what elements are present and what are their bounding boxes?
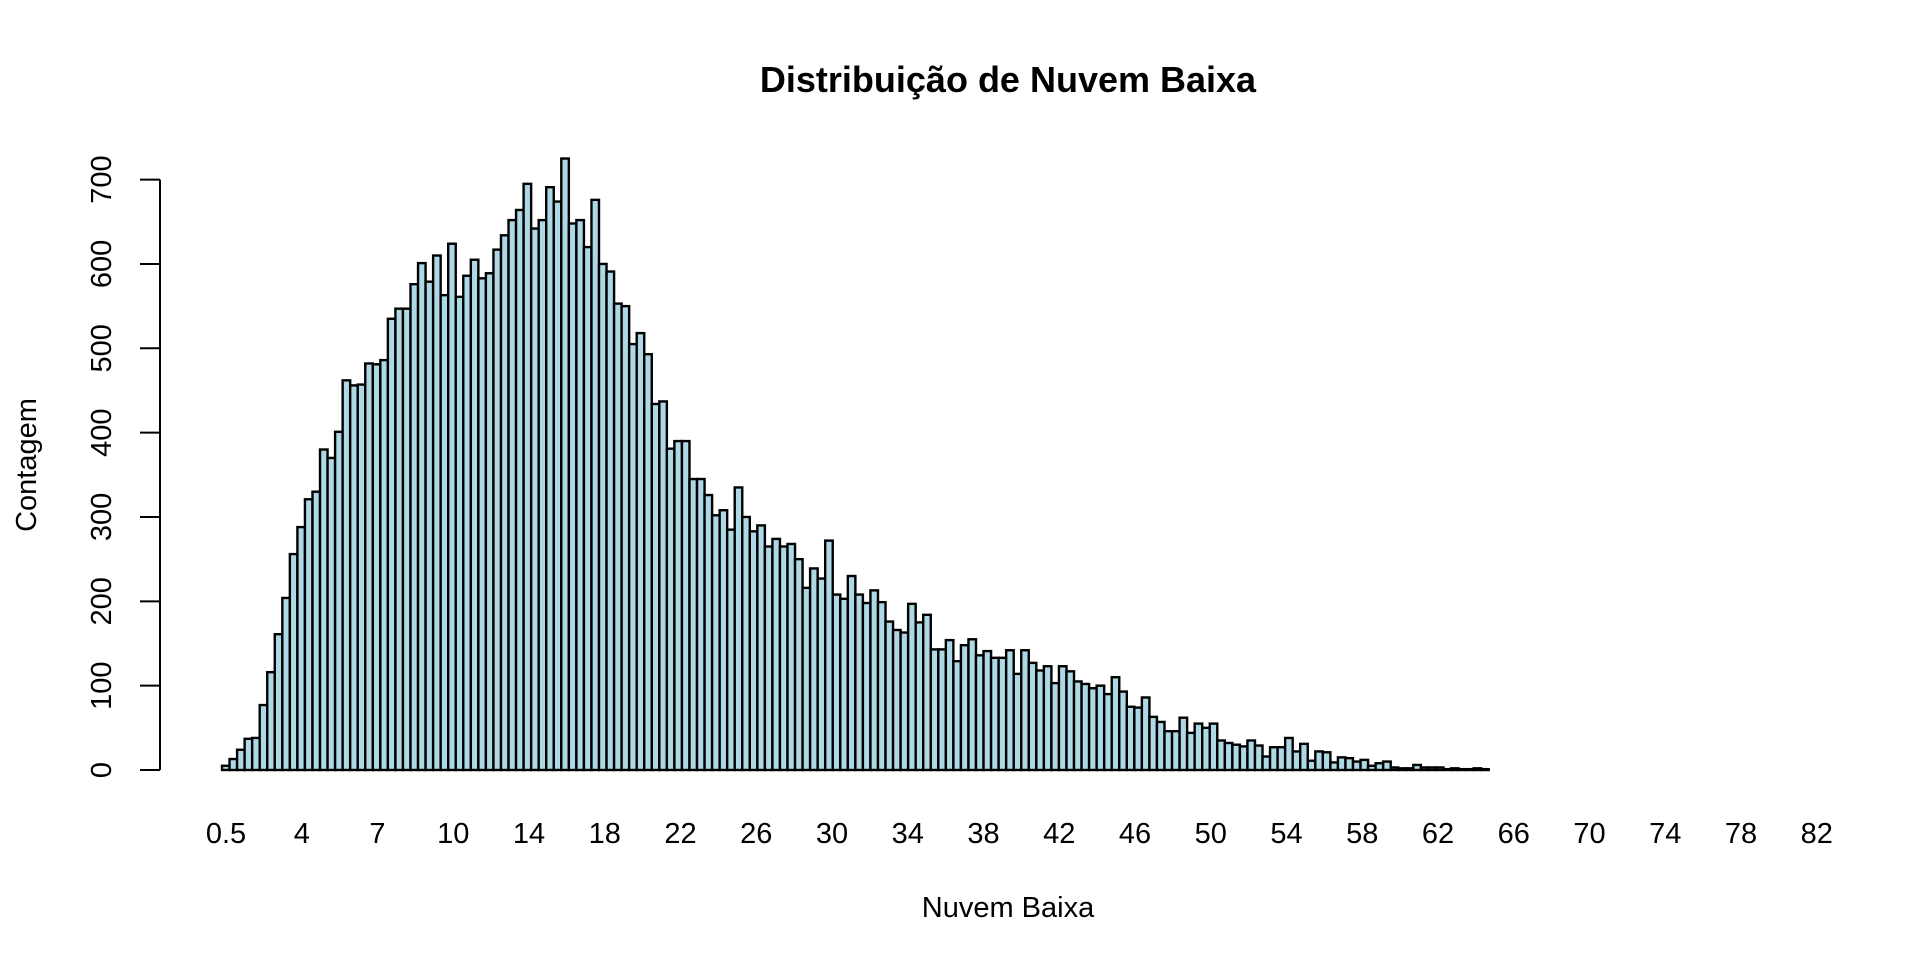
x-tick-label: 74 (1649, 818, 1681, 850)
y-tick-label: 500 (86, 324, 118, 372)
x-tick-label: 50 (1195, 818, 1227, 850)
x-tick-label: 30 (816, 818, 848, 850)
y-tick-label: 200 (86, 577, 118, 625)
x-tick-label: 54 (1270, 818, 1302, 850)
x-tick-label: 78 (1725, 818, 1757, 850)
x-axis-label: Nuvem Baixa (922, 892, 1095, 924)
y-tick-label: 300 (86, 493, 118, 541)
y-tick-label: 600 (86, 240, 118, 288)
x-tick-label: 22 (664, 818, 696, 850)
x-tick-label: 62 (1422, 818, 1454, 850)
x-tick-label: 7 (369, 818, 385, 850)
x-tick-label: 58 (1346, 818, 1378, 850)
y-tick-label: 0 (86, 762, 118, 778)
x-tick-label: 46 (1119, 818, 1151, 850)
x-tick-label: 4 (294, 818, 310, 850)
y-axis-label: Contagem (11, 398, 43, 532)
y-tick-label: 400 (86, 408, 118, 456)
y-tick-label: 100 (86, 661, 118, 709)
x-tick-label: 0.5 (206, 818, 246, 850)
chart-title: Distribuição de Nuvem Baixa (760, 59, 1257, 100)
x-axis-tick-labels: 0.5 4 7 10 14 18 22 26 30 34 38 42 46 50 54 58 62 66 70 74 7… (206, 818, 1833, 850)
x-tick-label: 82 (1801, 818, 1833, 850)
x-tick-label: 14 (513, 818, 545, 850)
x-tick-label: 34 (892, 818, 924, 850)
x-tick-label: 70 (1573, 818, 1605, 850)
y-tick-label: 700 (86, 155, 118, 203)
x-tick-label: 38 (967, 818, 999, 850)
x-tick-label: 42 (1043, 818, 1075, 850)
x-tick-label: 18 (589, 818, 621, 850)
x-tick-label: 26 (740, 818, 772, 850)
x-tick-label: 10 (437, 818, 469, 850)
x-tick-label: 66 (1498, 818, 1530, 850)
histogram-bars (220, 157, 1490, 772)
y-axis: 0 100 200 300 400 500 600 700 (86, 155, 161, 778)
